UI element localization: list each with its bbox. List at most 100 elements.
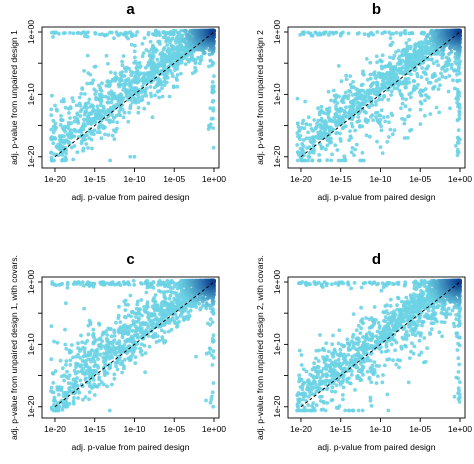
scatter-point xyxy=(404,85,408,90)
plot-frame xyxy=(41,26,220,169)
scatter-point xyxy=(342,109,347,113)
scatter-point xyxy=(418,107,423,112)
scatter-point xyxy=(112,372,117,377)
scatter-point xyxy=(298,33,303,37)
scatter-point xyxy=(167,94,172,99)
scatter-point xyxy=(364,110,368,115)
scatter-point xyxy=(111,128,116,133)
scatter-point xyxy=(410,31,415,36)
scatter-point xyxy=(295,158,300,163)
scatter-point xyxy=(116,313,121,318)
scatter-point xyxy=(50,280,55,284)
scatter-point xyxy=(80,86,85,90)
scatter-point xyxy=(344,124,348,129)
scatter-point xyxy=(162,83,167,87)
scatter-point xyxy=(106,100,111,105)
scatter-point xyxy=(196,55,201,60)
scatter-point xyxy=(173,284,177,289)
scatter-point xyxy=(408,44,413,49)
scatter-point xyxy=(82,69,86,73)
scatter-point xyxy=(341,30,345,35)
scatter-point xyxy=(52,402,56,407)
scatter-point xyxy=(356,115,361,119)
scatter-point xyxy=(109,89,114,94)
scatter-point xyxy=(344,73,348,78)
x-tick-label: 1e-20 xyxy=(290,174,312,184)
scatter-point xyxy=(147,344,152,349)
scatter-point xyxy=(198,61,202,66)
scatter-point xyxy=(150,115,155,120)
scatter-point xyxy=(210,363,215,367)
scatter-point xyxy=(103,94,108,99)
scatter-point xyxy=(100,81,104,86)
scatter-point xyxy=(193,65,198,70)
scatter-point xyxy=(402,47,407,52)
scatter-point xyxy=(175,67,180,71)
scatter-point xyxy=(432,84,437,89)
scatter-point xyxy=(136,110,141,115)
scatter-point xyxy=(52,158,56,163)
panel-label: a xyxy=(126,1,135,18)
scatter-point xyxy=(92,393,97,397)
scatter-point xyxy=(127,326,132,331)
scatter-point xyxy=(90,146,94,151)
scatter-point xyxy=(81,283,86,288)
scatter-point xyxy=(112,36,116,41)
scatter-point xyxy=(117,304,121,309)
scatter-point xyxy=(334,104,338,108)
scatter-point xyxy=(423,113,427,118)
scatter-point xyxy=(328,125,333,130)
scatter-point xyxy=(153,299,158,304)
scatter-point xyxy=(98,122,102,127)
scatter-point xyxy=(330,152,334,157)
scatter-point xyxy=(177,32,182,37)
scatter-point xyxy=(142,106,147,111)
scatter-point xyxy=(193,61,198,65)
scatter-point xyxy=(136,75,141,80)
scatter-point xyxy=(166,329,171,334)
scatter-point xyxy=(146,334,151,338)
x-tick-label: 1e-05 xyxy=(409,174,431,184)
scatter-point xyxy=(162,46,167,50)
scatter-point xyxy=(390,132,395,137)
scatter-point xyxy=(366,118,371,123)
scatter-point xyxy=(106,95,111,100)
scatter-point xyxy=(295,143,300,147)
scatter-point xyxy=(452,86,457,91)
scatter-point xyxy=(96,371,101,376)
scatter-point xyxy=(71,99,76,104)
scatter-point xyxy=(164,80,169,85)
scatter-point xyxy=(64,359,69,363)
scatter-point xyxy=(77,95,82,100)
scatter-point xyxy=(357,31,361,35)
scatter-point xyxy=(68,363,73,367)
scatter-point xyxy=(82,306,86,311)
scatter-point xyxy=(122,74,127,78)
scatter-point xyxy=(392,86,397,91)
scatter-point xyxy=(208,106,213,110)
scatter-point xyxy=(174,76,179,81)
scatter-point xyxy=(357,119,362,123)
scatter-point xyxy=(118,77,123,81)
scatter-point xyxy=(60,281,64,286)
scatter-point xyxy=(208,400,213,405)
scatter-point xyxy=(419,40,424,44)
scatter-point xyxy=(137,61,142,65)
scatter-point xyxy=(456,128,461,133)
scatter-point xyxy=(210,353,214,358)
scatter-point xyxy=(376,97,381,102)
scatter-point xyxy=(149,94,154,99)
scatter-point xyxy=(403,104,408,109)
scatter-point xyxy=(162,290,167,294)
scatter-point xyxy=(301,118,306,123)
scatter-point xyxy=(296,150,300,155)
scatter-point xyxy=(95,104,100,109)
scatter-point xyxy=(365,77,370,82)
scatter-point xyxy=(85,339,90,343)
scatter-point xyxy=(52,152,56,157)
scatter-point xyxy=(76,396,80,400)
scatter-point xyxy=(343,90,348,95)
scatter-point xyxy=(204,398,208,403)
scatter-point xyxy=(398,31,403,35)
scatter-point xyxy=(407,80,411,85)
